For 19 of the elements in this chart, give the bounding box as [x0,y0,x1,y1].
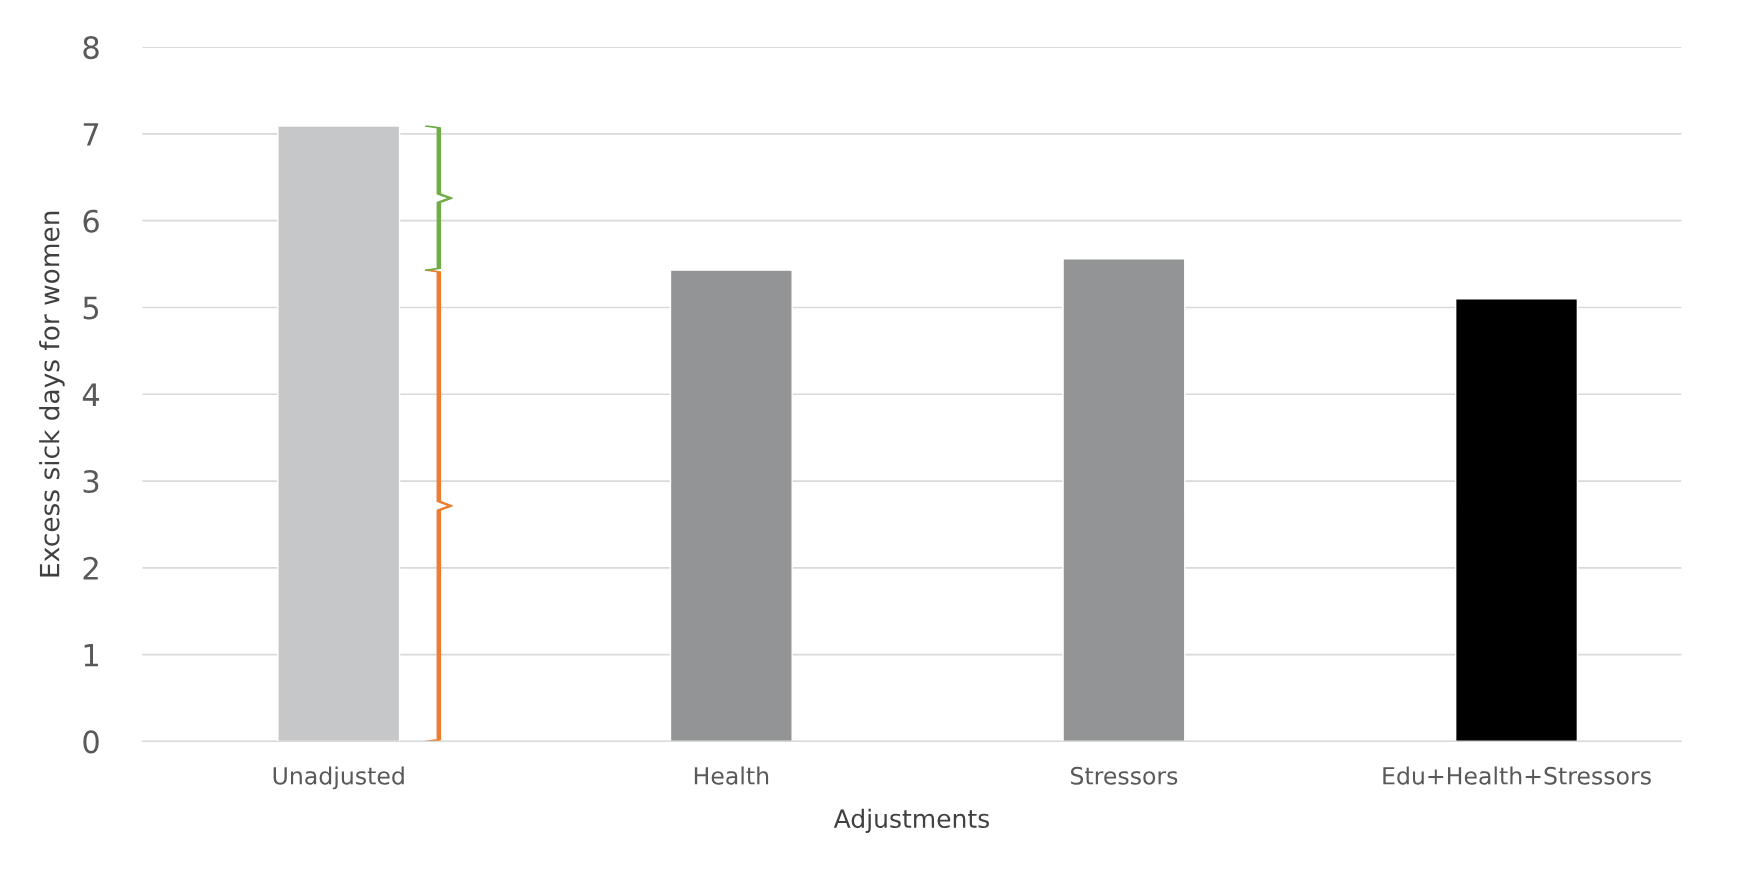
x-tick-label: Unadjusted [273,766,404,790]
bar [277,125,401,742]
y-tick-label: 4 [82,383,100,406]
y-tick-label: 7 [83,123,99,146]
x-tick-label: Edu+Health+Stressors [1383,766,1651,785]
bar [1062,258,1186,742]
y-tick-label: 6 [83,209,99,233]
y-tick-label: 3 [83,469,99,494]
bar [1454,298,1579,742]
y-tick-label: 0 [83,730,99,754]
x-tick-label: Stressors [1070,766,1178,785]
y-tick-label: 8 [83,36,99,60]
y-tick-label: 2 [83,556,98,580]
x-tick-label: Health [694,766,769,785]
y-tick-label: 1 [84,643,98,667]
y-axis-title: Excess sick days for women [39,211,65,577]
x-axis-title: Adjustments [833,808,989,833]
bar [669,269,793,742]
y-tick-label: 5 [83,296,99,320]
